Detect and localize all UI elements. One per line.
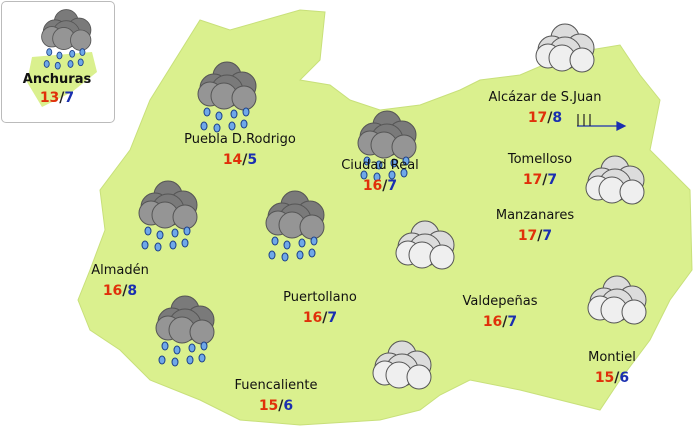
rain-cloud-icon: [155, 295, 215, 367]
separator: /: [382, 178, 388, 194]
station-name: Puebla D.Rodrigo: [184, 132, 296, 147]
station-name: Almadén: [91, 263, 149, 278]
max-temp: 16: [362, 178, 383, 194]
max-temp: 15: [594, 370, 615, 386]
max-temp: 17: [522, 172, 543, 188]
separator: /: [547, 110, 553, 126]
separator: /: [537, 228, 543, 244]
inset-anchuras: Anchuras 13/7: [1, 1, 115, 123]
min-temp: 7: [542, 228, 553, 244]
station-temps: 16/7: [363, 178, 397, 194]
max-temp: 17: [517, 228, 538, 244]
separator: /: [278, 398, 284, 414]
separator: /: [322, 310, 328, 326]
min-temp: 6: [283, 398, 294, 414]
inset-temps: 13/7: [40, 90, 74, 106]
max-temp: 13: [39, 90, 60, 106]
max-temp: 16: [302, 310, 323, 326]
station-temps: 17/8: [528, 110, 562, 126]
station-temps: 17/7: [518, 228, 552, 244]
overcast-cloud-icon: [587, 275, 647, 325]
max-temp: 15: [258, 398, 279, 414]
overcast-cloud-icon: [372, 340, 432, 390]
separator: /: [614, 370, 620, 386]
station-name: Ciudad Real: [341, 158, 419, 173]
rain-cloud-icon: [357, 110, 417, 182]
station-temps: 16/7: [303, 310, 337, 326]
station-name: Puertollano: [283, 290, 357, 305]
wind-barb-arrow-icon: [577, 114, 627, 131]
station-name: Alcázar de S.Juan: [488, 90, 602, 105]
station-temps: 15/6: [259, 398, 293, 414]
min-temp: 7: [64, 90, 75, 106]
overcast-cloud-icon: [535, 23, 595, 73]
separator: /: [502, 314, 508, 330]
min-temp: 8: [127, 283, 138, 299]
station-temps: 14/5: [223, 152, 257, 168]
station-name: Tomelloso: [507, 152, 573, 167]
separator: /: [542, 172, 548, 188]
station-name: Fuencaliente: [234, 378, 318, 393]
overcast-cloud-icon: [395, 220, 455, 270]
rain-cloud-icon: [138, 180, 198, 252]
max-temp: 14: [222, 152, 243, 168]
station-name: Manzanares: [495, 208, 575, 223]
inset-name: Anchuras: [22, 72, 92, 87]
min-temp: 7: [507, 314, 518, 330]
station-temps: 16/8: [103, 283, 137, 299]
station-name: Valdepeñas: [462, 294, 538, 309]
rain-cloud-icon: [41, 9, 92, 70]
min-temp: 8: [552, 110, 563, 126]
min-temp: 6: [619, 370, 630, 386]
rain-cloud-icon: [265, 190, 325, 262]
station-temps: 17/7: [523, 172, 557, 188]
min-temp: 7: [327, 310, 338, 326]
min-temp: 7: [547, 172, 558, 188]
station-name: Montiel: [588, 350, 636, 365]
separator: /: [122, 283, 128, 299]
rain-cloud-icon: [197, 61, 257, 133]
station-temps: 15/6: [595, 370, 629, 386]
max-temp: 16: [482, 314, 503, 330]
max-temp: 16: [102, 283, 123, 299]
separator: /: [242, 152, 248, 168]
min-temp: 5: [247, 152, 258, 168]
station-temps: 16/7: [483, 314, 517, 330]
min-temp: 7: [387, 178, 398, 194]
separator: /: [59, 90, 65, 106]
overcast-cloud-icon: [585, 155, 645, 205]
max-temp: 17: [527, 110, 548, 126]
